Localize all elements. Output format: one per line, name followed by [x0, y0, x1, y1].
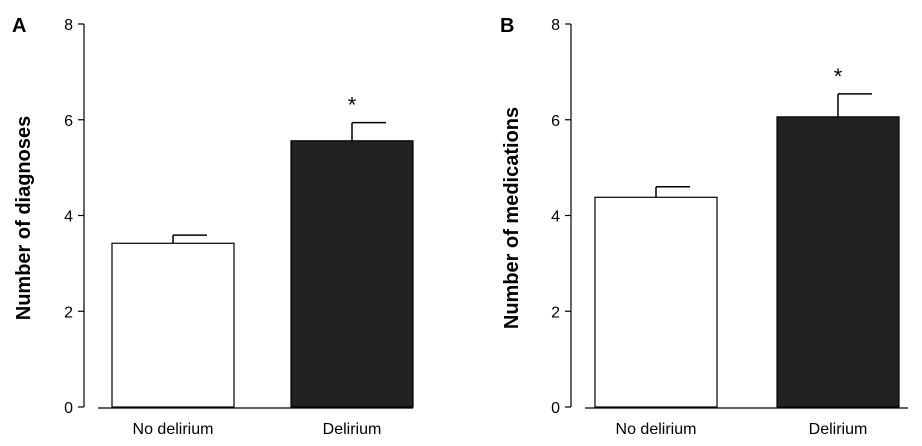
- y-tick-label: 4: [551, 209, 560, 226]
- y-tick-label: 6: [551, 113, 560, 130]
- y-tick-label: 0: [64, 400, 73, 417]
- y-axis-title: Number of diagnoses: [13, 116, 35, 320]
- panel-b: B Number of medications 0 2 4 6 8 No delirium…: [500, 15, 908, 438]
- y-axis-title: Number of medications: [501, 107, 523, 329]
- significance-marker: *: [348, 93, 357, 118]
- y-tick-label: 8: [64, 17, 73, 34]
- plot-area: 0 2 4 6 8 No delirium * Delirium: [64, 17, 414, 438]
- y-tick-label: 0: [551, 400, 560, 417]
- plot-area: 0 2 4 6 8 No delirium * Delirium: [551, 17, 908, 438]
- x-category-label: No delirium: [133, 421, 214, 438]
- panel-letter: A: [12, 15, 26, 37]
- panel-a: A Number of diagnoses 0 2 4 6 8 No delirium * D…: [12, 15, 414, 438]
- bar: [594, 196, 718, 408]
- x-category-label: Delirium: [809, 421, 868, 438]
- bar: [111, 242, 235, 408]
- y-tick-label: 2: [64, 304, 73, 321]
- panel-letter: B: [500, 15, 514, 37]
- bar: [290, 140, 414, 408]
- x-category-label: Delirium: [323, 421, 382, 438]
- y-tick-label: 8: [551, 17, 560, 34]
- significance-marker: *: [834, 64, 843, 89]
- y-tick-label: 2: [551, 304, 560, 321]
- y-tick-label: 4: [64, 209, 73, 226]
- x-category-label: No delirium: [616, 421, 697, 438]
- bar: [776, 116, 900, 408]
- y-tick-label: 6: [64, 113, 73, 130]
